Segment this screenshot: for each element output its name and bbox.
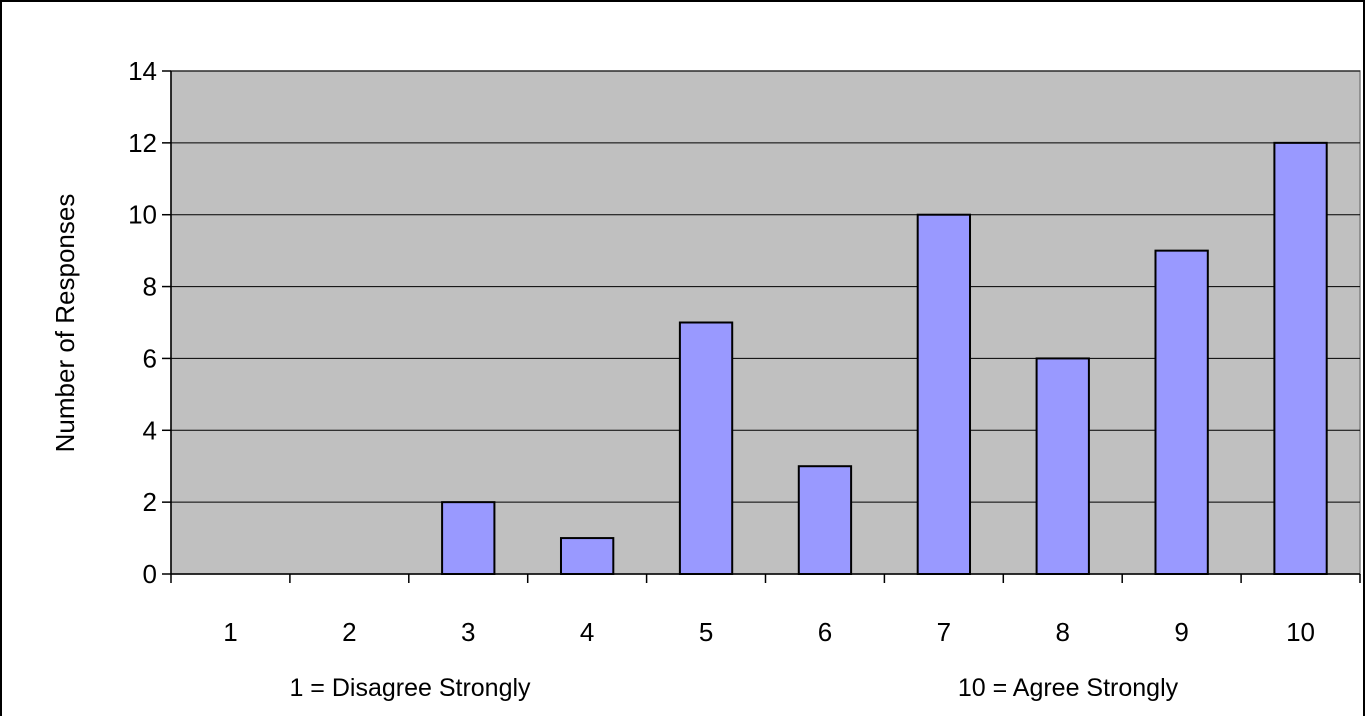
y-tick-label: 6 bbox=[143, 343, 157, 373]
bar-9 bbox=[1154, 249, 1209, 575]
annotation-disagree: 1 = Disagree Strongly bbox=[289, 674, 531, 702]
y-tick-label: 0 bbox=[143, 559, 157, 589]
bar-7 bbox=[916, 213, 972, 575]
y-tick-label: 8 bbox=[143, 272, 157, 302]
bar-5 bbox=[678, 321, 734, 575]
y-axis-title: Number of Responses bbox=[50, 194, 80, 453]
y-tick-label: 14 bbox=[128, 56, 157, 86]
y-tick-label: 2 bbox=[143, 487, 157, 517]
bar-4 bbox=[559, 537, 615, 575]
bar-3 bbox=[441, 501, 496, 575]
y-tick-label: 10 bbox=[128, 200, 157, 230]
x-tick-label: 9 bbox=[1174, 617, 1188, 647]
x-tick-label: 1 bbox=[223, 617, 237, 647]
x-tick-label: 10 bbox=[1286, 617, 1315, 647]
x-tick-label: 5 bbox=[699, 617, 713, 647]
x-tick-label: 7 bbox=[937, 617, 951, 647]
y-tick-label: 12 bbox=[128, 128, 157, 158]
x-tick-label: 3 bbox=[461, 617, 475, 647]
y-tick-label: 4 bbox=[143, 415, 157, 445]
bar-6 bbox=[797, 465, 853, 576]
x-tick-label: 4 bbox=[580, 617, 594, 647]
x-tick-labels: 1 2 3 4 5 6 7 8 9 10 bbox=[223, 617, 1315, 647]
axes bbox=[162, 70, 1361, 583]
bars bbox=[441, 141, 1328, 576]
x-tick-label: 6 bbox=[818, 617, 832, 647]
y-tick-labels: 0 2 4 6 8 10 12 14 bbox=[128, 56, 157, 589]
x-tick-label: 8 bbox=[1056, 617, 1070, 647]
bar-10 bbox=[1273, 141, 1328, 575]
annotation-agree: 10 = Agree Strongly bbox=[958, 674, 1179, 702]
bar-8 bbox=[1035, 357, 1090, 575]
x-tick-label: 2 bbox=[342, 617, 356, 647]
